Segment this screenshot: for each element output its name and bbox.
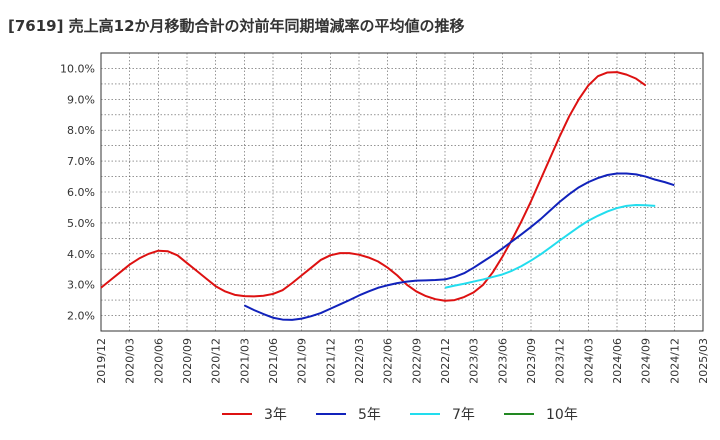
legend: 3年 5年 7年 10年 bbox=[222, 407, 578, 423]
x-tick-label: 2020/03 bbox=[124, 338, 137, 384]
x-tick-label: 2020/12 bbox=[210, 338, 223, 384]
y-tick-label: 9.0% bbox=[67, 93, 95, 106]
x-tick-label: 2023/06 bbox=[496, 338, 509, 384]
x-tick-label: 2021/06 bbox=[267, 338, 280, 384]
y-tick-label: 5.0% bbox=[67, 217, 95, 230]
x-tick-label: 2023/09 bbox=[525, 338, 538, 384]
x-tick-label: 2024/06 bbox=[611, 338, 624, 384]
x-tick-label: 2023/03 bbox=[468, 338, 481, 384]
x-tick-label: 2025/03 bbox=[697, 338, 710, 384]
grid-lines bbox=[101, 53, 703, 331]
x-tick-label: 2024/12 bbox=[668, 338, 681, 384]
x-tick-label: 2024/03 bbox=[582, 338, 595, 384]
y-tick-label: 3.0% bbox=[67, 279, 95, 292]
x-tick-label: 2022/12 bbox=[439, 338, 452, 384]
x-tick-label: 2022/09 bbox=[410, 338, 423, 384]
legend-label: 7年 bbox=[452, 407, 475, 423]
x-tick-label: 2020/09 bbox=[181, 338, 194, 384]
legend-label: 5年 bbox=[358, 407, 381, 423]
x-tick-label: 2020/06 bbox=[152, 338, 165, 384]
y-tick-label: 6.0% bbox=[67, 186, 95, 199]
x-axis-ticks: 2019/12 2020/03 2020/06 2020/09 2020/12 2021/… bbox=[95, 338, 710, 384]
y-axis-ticks: 2.0% 3.0% 4.0% 5.0% 6.0% 7.0% 8.0% 9.0% 10.0% bbox=[60, 62, 95, 322]
chart-title: [7619] 売上高12か月移動合計の対前年同期増減率の平均値の推移 bbox=[8, 17, 465, 35]
series-line-7年 bbox=[444, 203, 656, 289]
legend-label: 10年 bbox=[546, 407, 578, 423]
y-tick-label: 2.0% bbox=[67, 310, 95, 323]
series-line-3年 bbox=[100, 71, 647, 302]
plot-area: 2.0% 3.0% 4.0% 5.0% 6.0% 7.0% 8.0% 9.0% 10.0% 20… bbox=[60, 52, 710, 384]
x-tick-label: 2021/12 bbox=[324, 338, 337, 384]
legend-label: 3年 bbox=[264, 407, 287, 423]
y-tick-label: 10.0% bbox=[60, 62, 95, 75]
series-line-5年 bbox=[243, 172, 675, 321]
x-tick-label: 2022/03 bbox=[353, 338, 366, 384]
x-tick-label: 2019/12 bbox=[95, 338, 108, 384]
x-tick-label: 2023/12 bbox=[554, 338, 567, 384]
x-tick-label: 2022/06 bbox=[382, 338, 395, 384]
x-tick-label: 2021/03 bbox=[238, 338, 251, 384]
x-tick-label: 2024/09 bbox=[640, 338, 653, 384]
x-tick-label: 2021/09 bbox=[296, 338, 309, 384]
series-lines bbox=[100, 71, 675, 321]
y-tick-label: 4.0% bbox=[67, 248, 95, 261]
y-tick-label: 8.0% bbox=[67, 124, 95, 137]
y-tick-label: 7.0% bbox=[67, 155, 95, 168]
